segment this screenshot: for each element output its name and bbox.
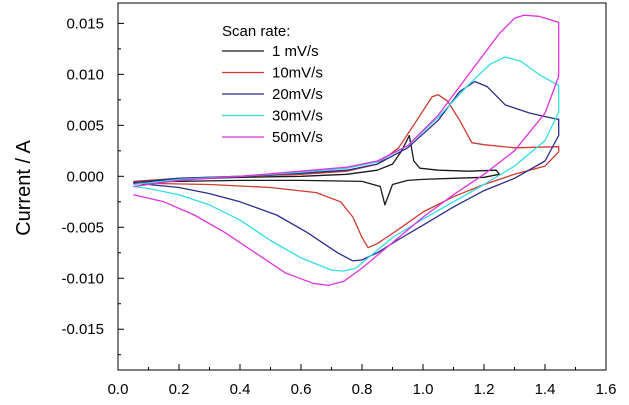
x-tick-label: 0.2 — [169, 381, 190, 398]
y-axis: 0.015 0.010 0.005 0.000 -0.005 -0.010 -0.015 — [61, 15, 124, 356]
x-tick-label: 1.6 — [596, 381, 617, 398]
legend-label: 10mV/s — [272, 65, 323, 82]
series-line-2 — [133, 94, 560, 249]
x-tick-label: 0.6 — [291, 381, 312, 398]
series-line-4 — [133, 56, 560, 272]
x-tick-label: 0.8 — [352, 381, 373, 398]
y-tick-label: 0.015 — [66, 15, 104, 32]
legend-label: 50mV/s — [272, 129, 323, 146]
x-tick-label: 1.0 — [413, 381, 434, 398]
plot-frame — [117, 2, 607, 371]
series-line-5 — [133, 14, 560, 287]
legend-label: 30mV/s — [272, 108, 323, 125]
y-tick-label: 0.000 — [66, 168, 104, 185]
legend: Scan rate: 1 mV/s 10mV/s 20mV/s 30mV/s 50mV/… — [222, 23, 323, 146]
series-line-3 — [133, 80, 560, 262]
y-tick-label: 0.005 — [66, 117, 104, 134]
x-axis: 0.0 0.2 0.4 0.6 0.8 1.0 1.2 1.4 1.6 — [108, 364, 617, 398]
y-tick-label: -0.005 — [61, 219, 104, 236]
x-tick-label: 1.4 — [535, 381, 556, 398]
x-tick-label: 0.4 — [230, 381, 251, 398]
y-axis-title: Current / A — [13, 140, 35, 236]
y-tick-label: 0.010 — [66, 66, 104, 83]
legend-title: Scan rate: — [222, 23, 290, 40]
y-tick-label: -0.015 — [61, 321, 104, 338]
x-tick-label: 1.2 — [474, 381, 495, 398]
legend-label: 20mV/s — [272, 86, 323, 103]
y-tick-label: -0.010 — [61, 270, 104, 287]
series-layer — [133, 14, 560, 287]
x-tick-label: 0.0 — [108, 381, 129, 398]
series-line-1 — [133, 134, 500, 206]
legend-label: 1 mV/s — [272, 43, 319, 60]
